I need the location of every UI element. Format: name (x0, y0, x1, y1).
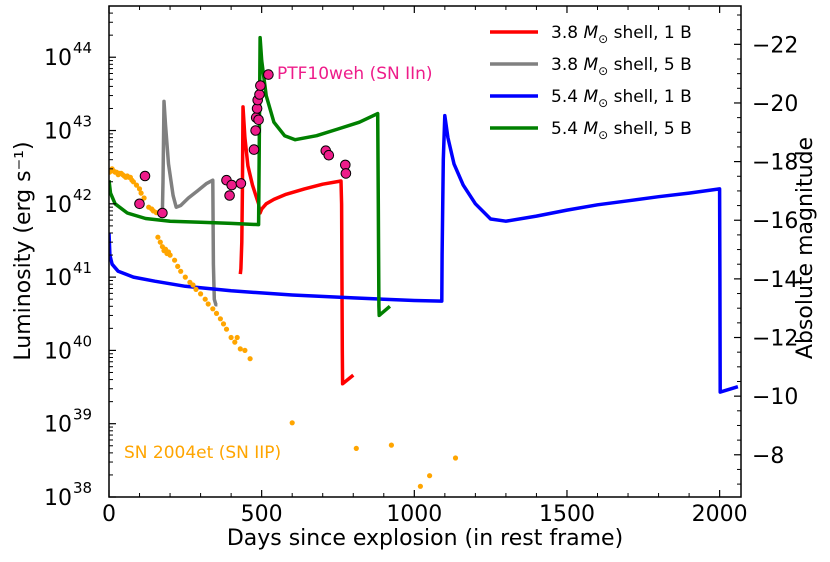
y-tick-exponent-6: 44 (73, 39, 92, 57)
annotation-sn2004et: SN 2004et (SN IIP) (124, 443, 281, 463)
y-tick-label-6: 10 (44, 46, 72, 71)
sn2004et-point-47 (228, 334, 234, 341)
sn2004et-point-54 (353, 445, 359, 451)
y-tick-label-4: 10 (44, 193, 72, 218)
y2-tick-label-3: −16 (752, 209, 798, 234)
x-tick-label-1: 500 (241, 502, 283, 527)
series-line-2 (109, 113, 739, 394)
sn2004et-point-46 (223, 326, 230, 332)
ptf10weh-point-2 (157, 207, 168, 219)
ptf10weh-point-4 (224, 190, 235, 201)
x-axis-label: Days since explosion (in rest frame) (227, 526, 623, 551)
sn2004et-point-17 (136, 186, 143, 192)
ptf10weh-point-1 (139, 170, 151, 182)
y-tick-exponent-2: 40 (73, 332, 92, 350)
ptf10weh-point-7 (248, 144, 260, 155)
sn2004et-point-49 (237, 346, 243, 352)
sn2004et-point-52 (247, 356, 253, 362)
scatter-layer (109, 69, 459, 489)
y2-tick-label-5: −12 (752, 327, 798, 352)
y-tick-label-2: 10 (44, 339, 72, 364)
sn2004et-point-56 (417, 483, 423, 489)
ticks-layer (108, 6, 741, 498)
y-tick-exponent-1: 39 (73, 406, 92, 424)
ptf10weh-point-15 (263, 69, 274, 80)
sn2004et-point-58 (452, 455, 459, 461)
y-tick-label-3: 10 (44, 266, 72, 291)
sn2004et-point-44 (217, 316, 223, 322)
sn2004et-point-24 (155, 234, 161, 240)
x-tick-label-3: 1500 (539, 502, 595, 527)
series-line-3 (109, 35, 392, 318)
y-tick-exponent-3: 41 (73, 259, 92, 277)
ptf10weh-point-8 (250, 125, 261, 136)
sn2004et-point-53 (289, 420, 295, 426)
sn2004et-point-33 (175, 263, 181, 269)
sn2004et-point-51 (234, 334, 240, 341)
legend-label-1: 3.8 M⊙ shell, 5 B (551, 55, 692, 78)
sn2004et-point-50 (242, 347, 248, 353)
x-tick-label-2: 1000 (386, 502, 442, 527)
sn2004et-point-18 (138, 190, 144, 196)
sn2004et-point-41 (205, 301, 211, 307)
y2-tick-label-6: −10 (752, 385, 798, 410)
ptf10weh-point-19 (340, 168, 352, 179)
y2-tick-label-7: −8 (752, 444, 784, 469)
y2-tick-label-2: −18 (752, 151, 798, 176)
sn2004et-point-16 (133, 182, 140, 188)
y-tick-label-1: 10 (44, 413, 72, 438)
sn2004et-point-57 (427, 473, 433, 479)
sn2004et-point-55 (388, 442, 394, 448)
sn2004et-point-25 (157, 239, 163, 245)
ptf10weh-point-12 (253, 114, 264, 126)
x-tick-label-0: 0 (102, 502, 116, 527)
legend: 3.8 M⊙ shell, 1 B 3.8 M⊙ shell, 5 B 5.4 M⊙… (490, 23, 692, 142)
y2-tick-label-1: −20 (752, 92, 798, 117)
y2-axis-label: Absolute magnitude (793, 137, 818, 359)
y2-tick-label-0: −22 (752, 33, 798, 58)
sn2004et-point-34 (178, 268, 184, 274)
y-tick-exponent-5: 43 (73, 113, 92, 131)
sn2004et-point-43 (213, 310, 220, 316)
sn2004et-point-37 (190, 282, 196, 288)
plot-frame (108, 5, 742, 498)
annotation-ptf10weh: PTF10weh (SN IIn) (277, 64, 433, 84)
sn2004et-point-31 (167, 252, 173, 258)
ptf10weh-point-13 (254, 89, 265, 100)
sn2004et-point-38 (193, 286, 199, 292)
ptf10weh-point-17 (323, 149, 335, 161)
sn2004et-point-15 (130, 179, 136, 185)
y-tick-label-5: 10 (44, 120, 72, 145)
y2-tick-label-4: −14 (752, 268, 798, 293)
ptf10weh-point-5 (226, 179, 237, 191)
y-axis-label: Luminosity (erg s⁻¹) (11, 141, 36, 360)
y-tick-exponent-0: 38 (73, 479, 92, 497)
legend-label-2: 5.4 M⊙ shell, 1 B (551, 87, 692, 110)
sn2004et-point-19 (141, 195, 147, 201)
legend-label-0: 3.8 M⊙ shell, 1 B (551, 23, 692, 46)
sn2004et-point-42 (210, 306, 216, 312)
y-tick-exponent-4: 42 (73, 186, 92, 204)
sn2004et-point-32 (172, 257, 178, 263)
ptf10weh-point-6 (235, 178, 247, 189)
sn2004et-point-40 (202, 296, 208, 302)
ptf10weh-point-14 (255, 80, 266, 91)
legend-label-3: 5.4 M⊙ shell, 5 B (551, 119, 692, 142)
series-layer (109, 35, 739, 394)
sn2004et-point-48 (232, 339, 238, 345)
series-line-1 (160, 99, 218, 307)
y-tick-label-0: 10 (44, 486, 72, 511)
sn2004et-point-45 (220, 321, 227, 327)
x-tick-label-4: 2000 (692, 502, 748, 527)
ptf10weh-point-0 (134, 198, 145, 210)
sn2004et-point-35 (182, 274, 188, 280)
sn2004et-point-39 (198, 291, 204, 297)
